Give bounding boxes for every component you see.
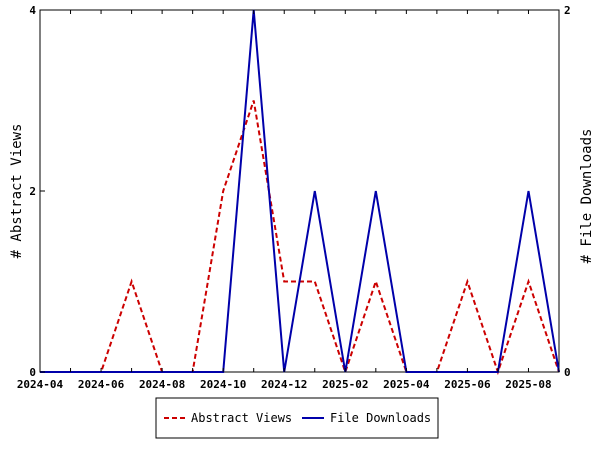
y-axis-title-right: # File Downloads (579, 129, 595, 264)
legend: Abstract Views File Downloads (155, 397, 439, 439)
series-line-file-downloads (40, 9, 560, 373)
y-axis-title-left: # Abstract Views (9, 124, 25, 259)
series-layer (40, 9, 560, 376)
legend-label-file-downloads: File Downloads (330, 411, 431, 425)
x-tick-label: 2025-08 (505, 378, 551, 391)
y-tick-label-left: 2 (29, 185, 36, 198)
axis-layer: 2024-04 2024-06 2024-08 2024-10 2024-12 2025-… (17, 4, 571, 391)
y-tick-label-right: 0 (564, 366, 571, 379)
legend-box (155, 397, 439, 439)
x-tick-label: 2024-04 (17, 378, 64, 391)
x-tick-label: 2024-12 (261, 378, 307, 391)
x-tick-label: 2025-04 (383, 378, 430, 391)
x-tick-label: 2025-02 (322, 378, 368, 391)
y-tick-label-left: 4 (29, 4, 36, 17)
legend-label-abstract-views: Abstract Views (191, 411, 292, 425)
x-tick-label: 2025-06 (444, 378, 491, 391)
x-tick-label: 2024-06 (78, 378, 125, 391)
plot-area (39, 9, 560, 373)
y-tick-label-left: 0 (29, 366, 36, 379)
x-tick-label: 2024-08 (139, 378, 185, 391)
y-tick-label-right: 2 (564, 4, 571, 17)
x-tick-label: 2024-10 (200, 378, 246, 391)
